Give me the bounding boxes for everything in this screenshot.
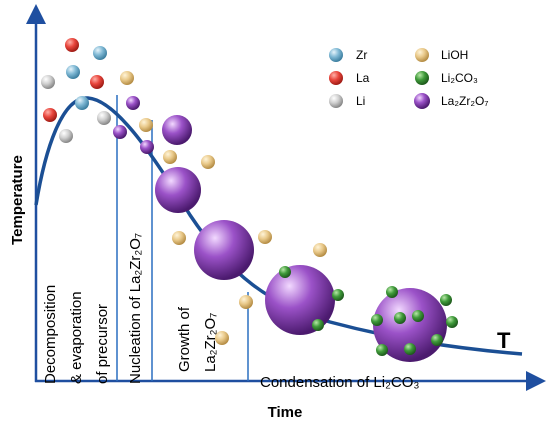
x-axis-label: Time (268, 404, 303, 421)
curve-label: T (497, 328, 511, 353)
particles (41, 38, 458, 362)
stage-label: Nucleation of La₂Zr₂O₇ (127, 233, 144, 384)
stage-label: Condensation of Li₂CO₃ (260, 374, 420, 391)
stage-label: Decomposition (42, 285, 59, 384)
legend-label: Zr (356, 48, 367, 62)
stage-label: Growth of (176, 306, 193, 372)
legend-label: Li₂CO₃ (441, 71, 478, 85)
legend-label: LiOH (441, 48, 468, 62)
stage-label: & evaporation (68, 291, 85, 384)
legend-label: La₂Zr₂O₇ (441, 94, 488, 108)
y-axis-label: Temperature (9, 155, 26, 245)
stage-label: La₂Zr₂O₇ (202, 313, 219, 372)
legend: Zr La Li LiOH Li₂CO₃ La₂Zr₂O₇ (329, 48, 488, 109)
legend-label: La (356, 71, 370, 85)
legend-label: Li (356, 94, 365, 108)
stage-label: of precursor (94, 304, 111, 384)
